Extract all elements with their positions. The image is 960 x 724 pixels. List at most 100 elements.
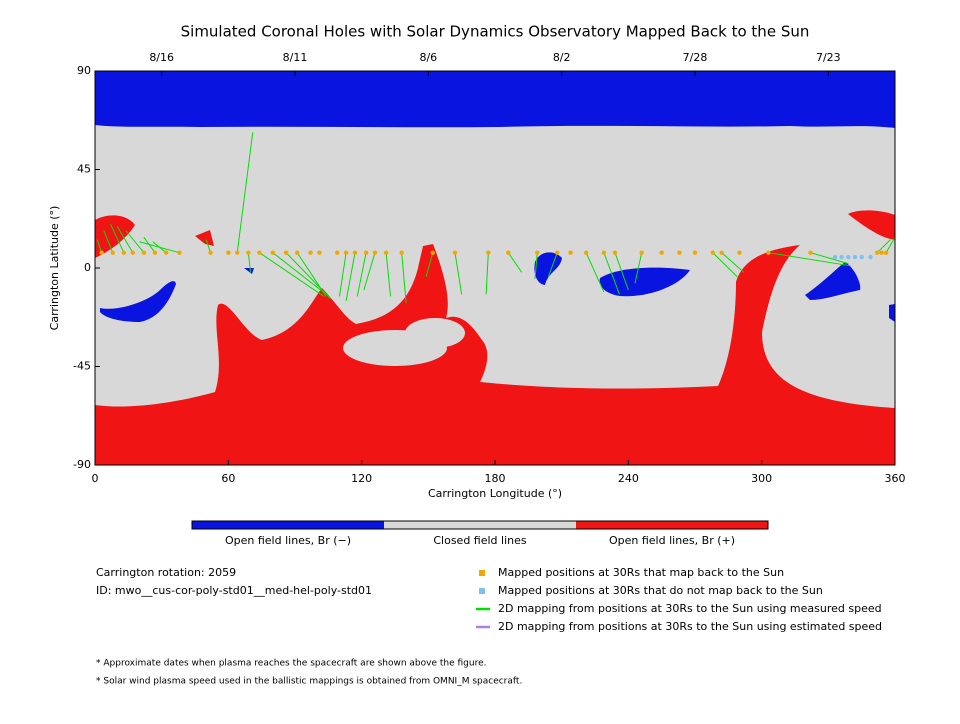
colorbar-segment — [576, 521, 768, 529]
colorbar-label: Open field lines, Br (+) — [609, 534, 735, 547]
mapped-point — [839, 254, 844, 260]
mapped-point — [163, 250, 169, 255]
mapping-line — [143, 237, 156, 253]
mapping-line — [272, 252, 327, 295]
x-tick-label: 240 — [618, 472, 639, 485]
colorbar-label: Closed field lines — [433, 534, 527, 547]
open-negative-region — [889, 304, 895, 322]
mapped-point — [710, 250, 715, 255]
mapped-point — [372, 250, 378, 255]
mapped-point — [283, 250, 289, 255]
mapping-line — [125, 230, 145, 253]
mapping-line — [363, 252, 376, 291]
top-date-label: 8/6 — [419, 51, 437, 64]
chart-title: Simulated Coronal Holes with Solar Dynam… — [181, 23, 810, 41]
open-negative-region — [95, 71, 895, 128]
y-tick-label: 0 — [84, 261, 91, 274]
mapped-point — [832, 254, 838, 260]
legend-label: 2D mapping from positions at 30Rs to the… — [498, 620, 882, 633]
mapped-point — [295, 250, 300, 255]
map-regions — [95, 71, 895, 465]
y-tick-label: -90 — [73, 458, 91, 471]
mapping-line — [425, 252, 434, 277]
mapping-line — [810, 252, 849, 265]
mapping-line — [345, 252, 356, 301]
mapped-point — [308, 250, 313, 255]
mapping-line — [401, 252, 407, 304]
open-negative-region — [244, 268, 254, 274]
mapping-line — [296, 252, 327, 297]
colorbar-segment — [192, 521, 384, 529]
top-date-label: 8/2 — [553, 51, 571, 64]
mapping-line — [116, 226, 134, 253]
mapped-point — [883, 250, 889, 255]
mapping-line — [247, 252, 252, 273]
mapping-line — [603, 252, 620, 295]
mapped-point — [235, 250, 240, 255]
top-date-label: 7/28 — [683, 51, 708, 64]
mapped-point — [639, 250, 644, 255]
mapping-line — [885, 237, 896, 253]
top-date-label: 8/16 — [149, 51, 174, 64]
info-text: Carrington rotation: 2059 — [96, 566, 236, 579]
mapped-point — [226, 250, 231, 255]
mapped-point — [383, 250, 389, 255]
mapped-point — [121, 250, 127, 255]
legend-marker — [479, 570, 485, 576]
info-text: ID: mwo__cus-cor-poly-std01__med-hel-pol… — [96, 584, 372, 597]
y-tick-label: -45 — [73, 360, 91, 373]
x-tick-label: 360 — [885, 472, 906, 485]
mapping-line — [454, 252, 463, 295]
mapped-point — [177, 250, 182, 255]
mapped-point — [846, 254, 851, 260]
mapped-point — [99, 250, 104, 255]
mapped-point — [555, 250, 560, 255]
x-tick-label: 180 — [485, 472, 506, 485]
open-positive-region — [95, 244, 895, 465]
mapping-line — [139, 241, 180, 254]
mapped-point — [399, 250, 404, 255]
mapped-point — [152, 250, 158, 255]
mapped-point — [317, 250, 322, 255]
mapped-point — [568, 250, 573, 255]
legend-label: Mapped positions at 30Rs that do not map… — [498, 584, 823, 597]
x-axis-label: Carrington Longitude (°) — [428, 487, 562, 500]
mapping-line — [547, 252, 558, 277]
note: * Solar wind plasma speed used in the ba… — [96, 677, 522, 687]
mapped-point — [335, 250, 340, 255]
mapping-line — [356, 252, 367, 297]
legend-label: Mapped positions at 30Rs that map back t… — [498, 566, 784, 579]
mapped-point — [352, 250, 358, 255]
mapped-point — [506, 250, 511, 255]
open-positive-region — [195, 230, 214, 246]
mapped-point — [535, 250, 540, 255]
mapping-line — [103, 230, 114, 253]
mapped-point — [737, 250, 742, 255]
mapping-line — [485, 252, 489, 295]
mapped-point — [719, 250, 724, 255]
open-negative-region — [599, 267, 690, 297]
mapped-point — [879, 250, 884, 255]
mapped-point — [486, 250, 491, 255]
legend-marker — [479, 588, 485, 594]
mapping-line — [110, 224, 125, 253]
mapped-point — [808, 250, 813, 255]
open-negative-region — [534, 252, 562, 285]
mapped-point — [270, 250, 275, 255]
top-date-label: 7/23 — [816, 51, 841, 64]
mapping-line — [205, 239, 212, 253]
top-date-label: 8/11 — [283, 51, 308, 64]
mapped-point — [692, 250, 698, 255]
mapping-line — [876, 239, 891, 254]
mapping-line — [385, 252, 392, 297]
mapping-line — [338, 252, 347, 297]
mapped-point — [452, 250, 458, 255]
mapped-point — [677, 250, 682, 255]
mapping-line — [634, 252, 643, 284]
open-negative-region — [805, 262, 861, 300]
legend-label: 2D mapping from positions at 30Rs to the… — [498, 602, 882, 615]
mapped-point — [246, 250, 251, 255]
mapping-line — [96, 239, 103, 253]
mapped-point — [875, 250, 880, 255]
x-tick-label: 120 — [351, 472, 372, 485]
